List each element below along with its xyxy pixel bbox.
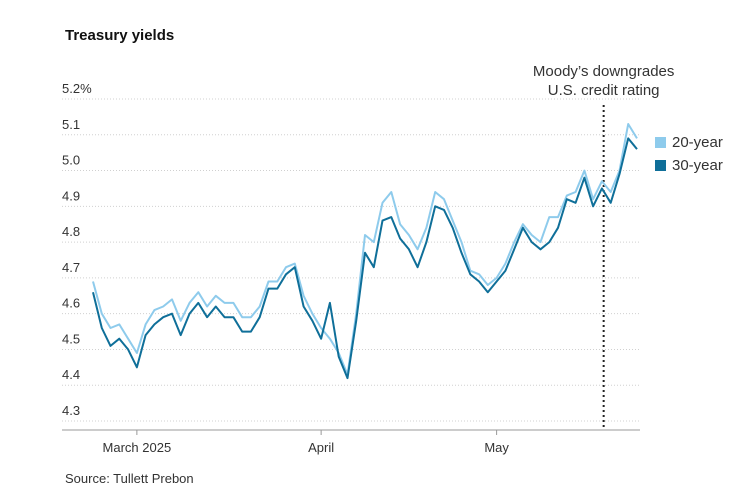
y-tick-label: 5.1 xyxy=(62,117,80,132)
y-tick-label: 4.5 xyxy=(62,331,80,346)
y-tick-label: 4.4 xyxy=(62,367,80,382)
y-tick-label: 4.7 xyxy=(62,260,80,275)
y-tick-label: 5.2% xyxy=(62,81,92,96)
y-tick-label: 4.6 xyxy=(62,296,80,311)
legend-label: 30-year xyxy=(672,157,723,174)
y-tick-label: 4.3 xyxy=(62,403,80,418)
legend-label: 20-year xyxy=(672,134,723,151)
y-tick-label: 4.9 xyxy=(62,188,80,203)
chart-title: Treasury yields xyxy=(65,27,174,44)
y-tick-label: 4.8 xyxy=(62,224,80,239)
annotation-text: U.S. credit rating xyxy=(548,82,660,99)
y-tick-label: 5.0 xyxy=(62,153,80,168)
x-tick-label: May xyxy=(484,440,509,455)
annotation-text: Moody’s downgrades xyxy=(533,63,674,80)
source: Source: Tullett Prebon xyxy=(65,471,194,486)
x-tick-label: April xyxy=(308,440,334,455)
legend-swatch xyxy=(655,160,666,171)
line-series xyxy=(92,137,638,380)
legend-swatch xyxy=(655,137,666,148)
x-tick-label: March 2025 xyxy=(103,440,172,455)
line-series xyxy=(92,123,638,376)
